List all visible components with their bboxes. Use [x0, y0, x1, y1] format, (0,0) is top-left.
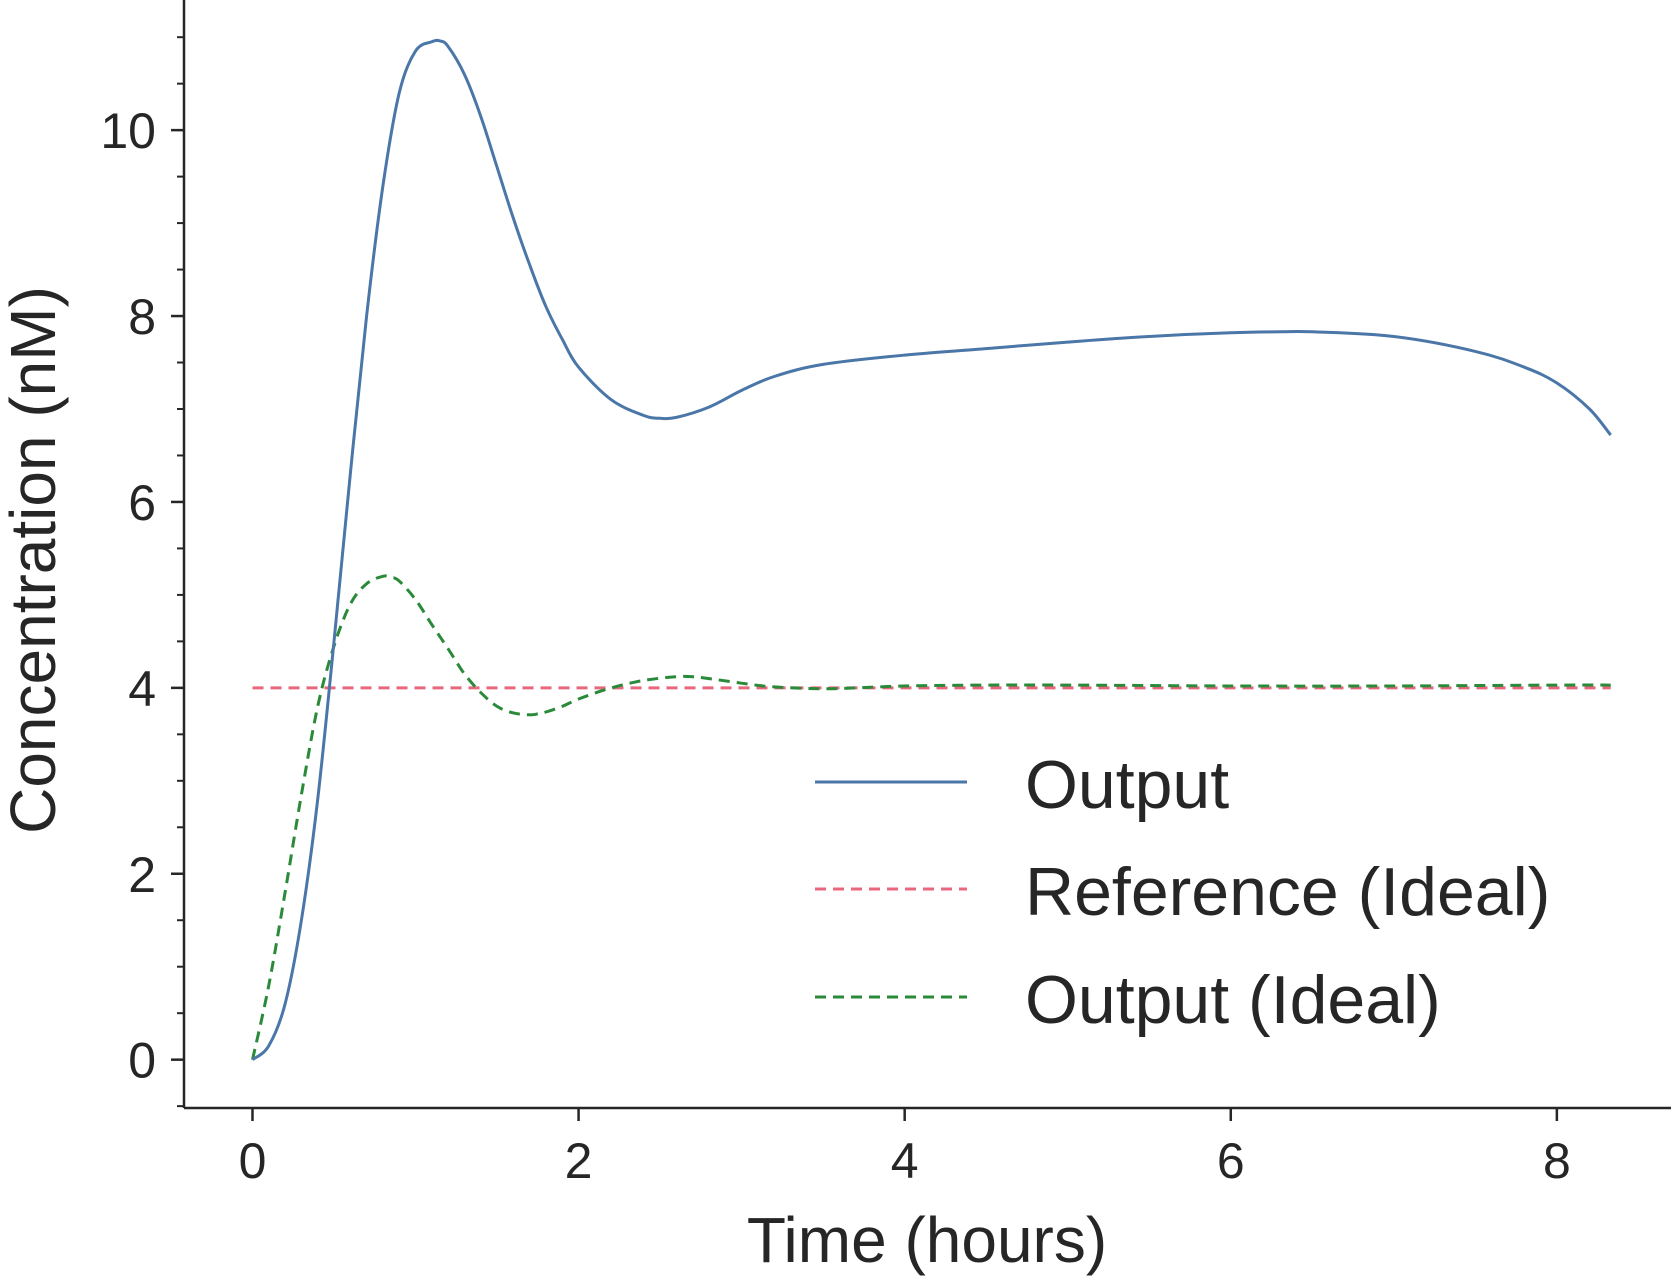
legend-label-output: Output: [1025, 747, 1229, 823]
legend-label-reference-ideal: Reference (Ideal): [1025, 854, 1550, 930]
series-lines: [251, 38, 1612, 1061]
legend-entry-reference-ideal: Reference (Ideal): [815, 854, 1550, 930]
y-tick-label: 4: [128, 661, 156, 717]
legend-entry-output-ideal: Output (Ideal): [815, 962, 1441, 1038]
plot-area: 0 2 4 6 8 10 0 2 4 6 8: [100, 0, 1671, 1189]
y-minor-ticks: [177, 36, 184, 1108]
y-axis-label: Concentration (nM): [0, 286, 69, 834]
series-line-output: [251, 38, 1612, 1061]
x-ticks: 0 2 4 6 8: [239, 1108, 1571, 1189]
y-tick-label: 6: [128, 475, 156, 531]
y-tick-label: 2: [128, 847, 156, 903]
x-tick-label: 4: [891, 1133, 919, 1189]
y-ticks: 0 2 4 6 8 10: [100, 103, 184, 1089]
y-tick-label: 0: [128, 1033, 156, 1089]
x-tick-label: 2: [565, 1133, 593, 1189]
x-tick-label: 0: [239, 1133, 267, 1189]
x-tick-label: 8: [1543, 1133, 1571, 1189]
legend-entry-output: Output: [815, 747, 1229, 823]
y-tick-label: 10: [100, 103, 156, 159]
legend-label-output-ideal: Output (Ideal): [1025, 962, 1441, 1038]
y-tick-label: 8: [128, 289, 156, 345]
legend: Output Reference (Ideal) Output (Ideal): [815, 747, 1550, 1038]
x-axis-label: Time (hours): [747, 1204, 1107, 1276]
x-tick-label: 6: [1217, 1133, 1245, 1189]
